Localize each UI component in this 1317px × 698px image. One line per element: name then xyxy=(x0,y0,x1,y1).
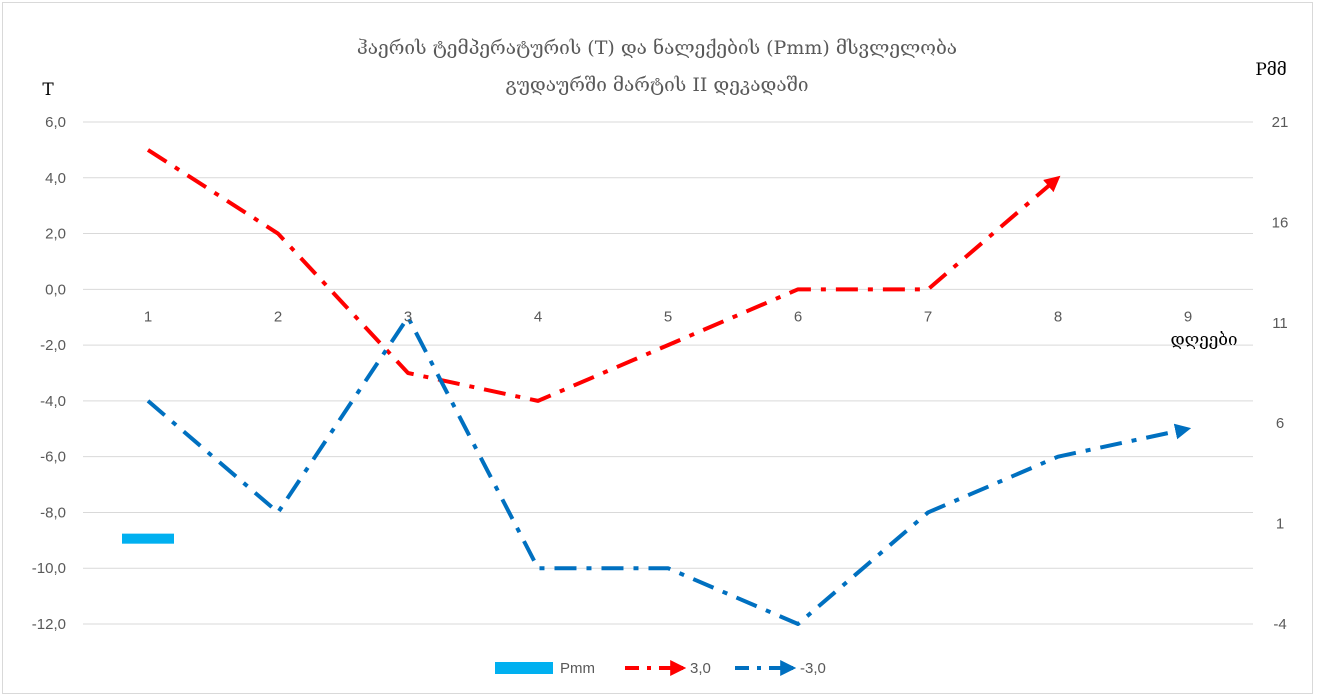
axis-ticks: 6,04,02,00,0-2,0-4,0-6,0-8,0-10,0-12,021… xyxy=(32,114,1289,633)
series-line-red xyxy=(146,148,1061,403)
y2-tick-label: -4 xyxy=(1273,616,1286,633)
chart-title-line-2: გუდაურში მარტის II დეკადაში xyxy=(505,74,808,96)
bar-pmm xyxy=(122,533,174,544)
y-tick-label: -8,0 xyxy=(40,504,66,521)
x-tick-label: 8 xyxy=(1054,308,1062,325)
y-tick-label: -10,0 xyxy=(32,560,66,577)
chart-title-line-1: ჰაერის ტემპერატურის (T) და ნალექების (Pm… xyxy=(357,37,957,59)
x-axis-title: დღეები xyxy=(1170,330,1237,350)
y2-tick-label: 16 xyxy=(1272,214,1289,231)
y-tick-label: -6,0 xyxy=(40,449,66,466)
legend-label: Pmm xyxy=(560,660,595,677)
y-tick-label: 6,0 xyxy=(45,114,66,131)
x-tick-label: 5 xyxy=(664,308,672,325)
legend-swatch-bar xyxy=(495,662,553,674)
gridlines xyxy=(83,121,1253,625)
legend-label: 3,0 xyxy=(690,660,711,677)
x-tick-label: 3 xyxy=(404,308,412,325)
x-tick-label: 7 xyxy=(924,308,932,325)
y-tick-label: 4,0 xyxy=(45,170,66,187)
series-line-blue xyxy=(146,315,1192,626)
y-tick-label: -2,0 xyxy=(40,337,66,354)
series-lines xyxy=(146,148,1192,626)
x-tick-label: 2 xyxy=(274,308,282,325)
y2-axis-title: Pმმ xyxy=(1255,60,1286,80)
y-axis-title: T xyxy=(42,80,54,100)
y-tick-label: 0,0 xyxy=(45,281,66,298)
x-tick-label: 4 xyxy=(534,308,542,325)
legend-label: -3,0 xyxy=(800,660,826,677)
chart-svg: 6,04,02,00,0-2,0-4,0-6,0-8,0-10,0-12,021… xyxy=(32,37,1289,677)
y-tick-label: -12,0 xyxy=(32,616,66,633)
x-tick-label: 1 xyxy=(144,308,152,325)
y2-tick-label: 6 xyxy=(1276,415,1284,432)
y2-tick-label: 21 xyxy=(1272,114,1289,131)
x-tick-label: 9 xyxy=(1184,308,1192,325)
x-tick-label: 6 xyxy=(794,308,802,325)
y2-tick-label: 11 xyxy=(1272,315,1288,332)
bars xyxy=(122,533,174,544)
y-tick-label: -4,0 xyxy=(40,393,66,410)
legend: Pmm 3,0 -3,0 xyxy=(495,660,826,677)
y-tick-label: 2,0 xyxy=(45,226,66,243)
y2-tick-label: 1 xyxy=(1276,516,1284,533)
